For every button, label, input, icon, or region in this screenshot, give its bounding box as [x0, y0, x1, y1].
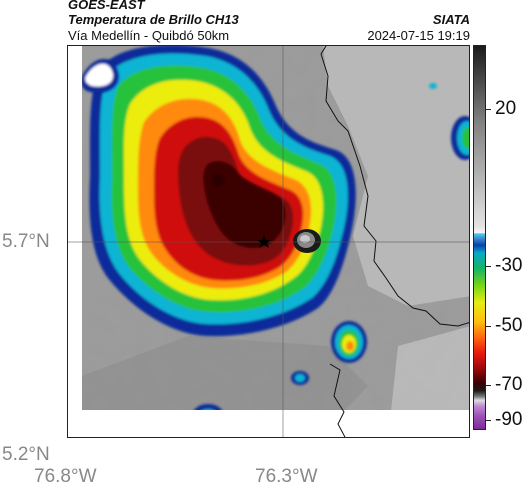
- colorbar-label: -30: [495, 255, 523, 276]
- latitude-label: 5.7°N: [2, 231, 50, 252]
- colorbar-label: -50: [495, 315, 523, 336]
- map-canvas: [68, 46, 469, 437]
- timestamp-label: 2024-07-15 19:19: [367, 28, 470, 43]
- satellite-title: GOES-EAST: [68, 0, 145, 12]
- agency-label: SIATA: [432, 12, 470, 27]
- star-icon: [257, 235, 271, 248]
- colorbar-tick: [486, 266, 491, 267]
- colorbar-tick: [486, 326, 491, 327]
- colorbar-label: 20: [495, 98, 517, 119]
- storm-cloud: [89, 46, 356, 337]
- product-title: Temperatura de Brillo CH13: [68, 12, 239, 27]
- colorbar-tick: [486, 420, 491, 421]
- admin-boundary: [320, 46, 469, 437]
- route-subtitle: Vía Medellín - Quibdó 50km: [68, 28, 230, 43]
- temperature-colorbar: [473, 45, 486, 430]
- colorbar-label: -70: [495, 374, 523, 395]
- latitude-label: 5.2°N: [2, 444, 50, 465]
- colorbar-tick: [486, 109, 491, 110]
- overshooting-top: [293, 229, 321, 253]
- longitude-label: 76.3°W: [255, 466, 318, 487]
- convective-cell: [331, 321, 367, 363]
- colorbar-tick: [486, 385, 491, 386]
- satellite-map[interactable]: [67, 45, 470, 438]
- colorbar-label: -90: [495, 409, 523, 430]
- convective-cell: [451, 116, 469, 160]
- graticule: [68, 46, 469, 437]
- longitude-label: 76.8°W: [34, 466, 97, 487]
